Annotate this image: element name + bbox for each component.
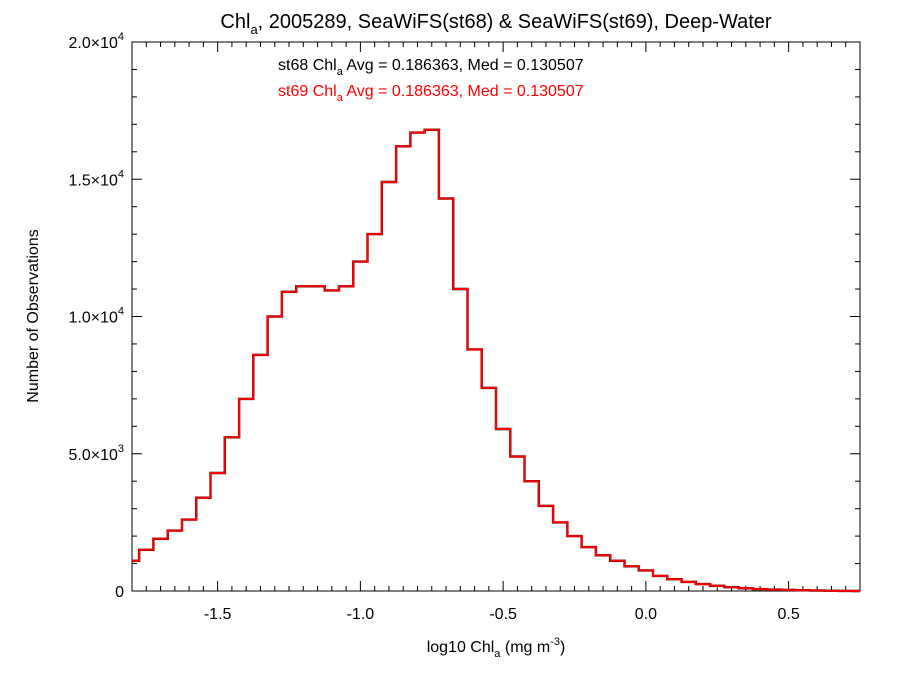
x-tick-label: 0.0 [635,606,657,623]
y-tick-label: 2.0×104 [68,31,124,52]
x-axis-ticks: -1.5 -1.0 -0.5 0.0 0.5 [145,42,861,623]
y-tick-label: 0 [115,584,124,601]
plot-area [131,41,861,592]
histogram-line-st68 [132,128,860,593]
y-tick-label: 5.0×103 [68,443,124,464]
y-axis-ticks: 0 5.0×103 1.0×104 1.5×104 2.0×104 [68,31,860,601]
x-axis-label: log10 Chla (mg m-3) [427,636,566,660]
y-tick-label: 1.0×104 [68,306,124,327]
x-tick-label: 0.5 [778,606,800,623]
y-axis-label: Number of Observations [25,229,42,402]
x-tick-label: -0.5 [489,606,517,623]
x-tick-label: -1.5 [204,606,232,623]
histogram-line-st69 [132,128,860,592]
x-tick-label: -1.0 [347,606,375,623]
stats-annotations: st68 Chla Avg = 0.186363, Med = 0.130507… [278,57,584,104]
y-tick-label: 1.5×104 [68,168,124,189]
series-layer [132,128,860,593]
chart-title: Chla, 2005289, SeaWiFS(st68) & SeaWiFS(s… [220,11,771,37]
stats-annotation-st69: st69 Chla Avg = 0.186363, Med = 0.130507 [278,83,584,104]
stats-annotation-st68: st68 Chla Avg = 0.186363, Med = 0.130507 [278,57,584,78]
